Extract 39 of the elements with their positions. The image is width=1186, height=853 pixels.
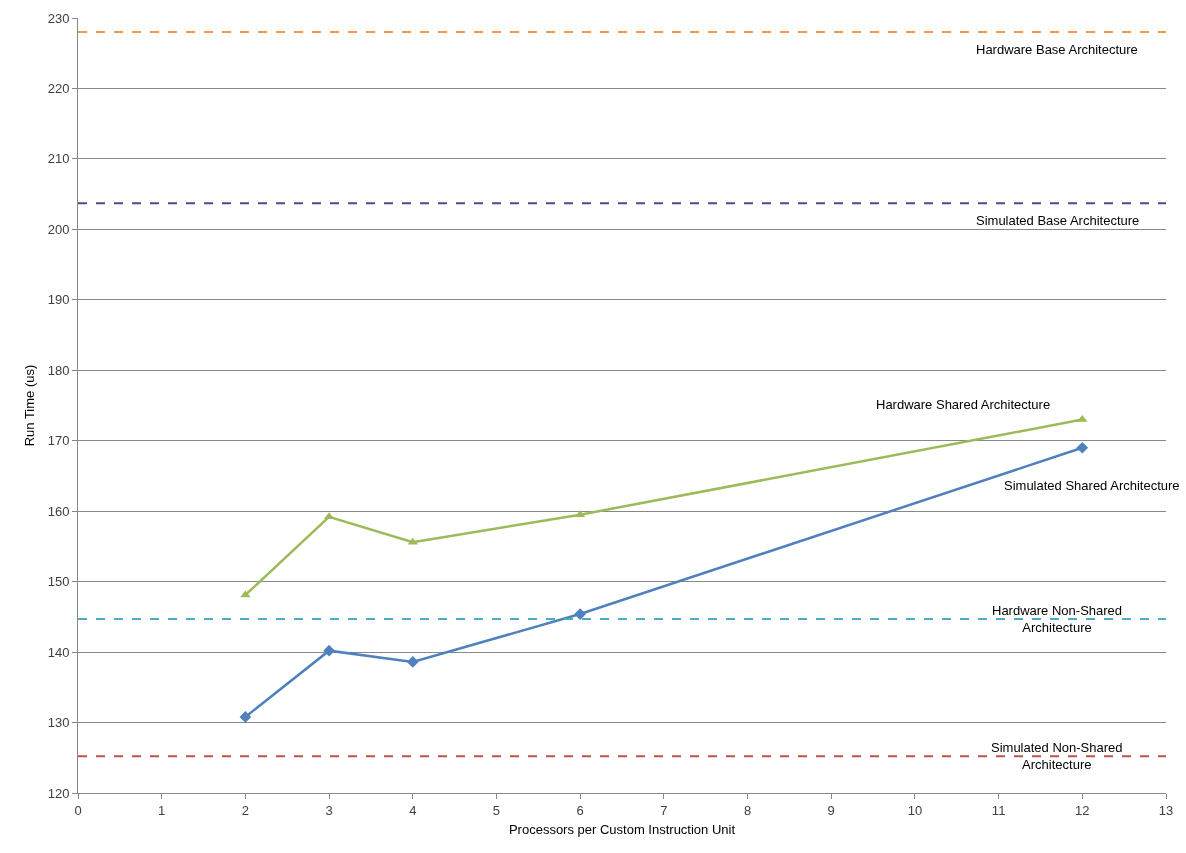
point <box>323 644 335 657</box>
x-tick-label: 11 <box>991 802 1006 818</box>
point <box>406 656 419 668</box>
y-tick-label: 120 <box>47 785 70 801</box>
x-axis-title: Processors per Custom Instruction Unit <box>508 822 736 838</box>
y-tick-label: 230 <box>47 10 70 26</box>
x-tick-label: 2 <box>241 802 249 818</box>
y-tick-label: 190 <box>47 292 70 308</box>
x-tick-label: 9 <box>827 802 835 818</box>
series-label: Hardware Shared Architecture <box>876 397 1051 412</box>
x-tick-label: 4 <box>409 802 417 818</box>
y-tick-label: 140 <box>47 644 70 660</box>
point <box>239 711 252 723</box>
point <box>574 608 586 620</box>
x-tick-label: 6 <box>576 802 584 818</box>
y-tick-label: 160 <box>47 503 70 519</box>
y-axis-title: Run Time (us) <box>21 364 37 447</box>
ref-line-label: Hardware Base Architecture <box>976 42 1138 57</box>
ref-line-label: Simulated Non-Shared Architecture <box>991 740 1123 772</box>
y-tick-label: 170 <box>47 433 70 449</box>
y-tick-label: 150 <box>47 574 70 590</box>
ref-line-label: Hardware Non-Shared Architecture <box>992 603 1123 635</box>
ref-line-label: Simulated Base Architecture <box>976 213 1140 228</box>
y-tick-label: 130 <box>47 715 70 731</box>
x-tick-label: 0 <box>74 802 82 818</box>
y-tick-label: 200 <box>47 221 70 237</box>
x-tick-label: 10 <box>907 802 923 818</box>
y-tick-label: 220 <box>47 81 70 96</box>
series-label: Simulated Shared Architecture <box>1004 478 1180 493</box>
x-tick-label: 1 <box>158 802 166 818</box>
x-tick-label: 13 <box>1158 802 1174 818</box>
x-tick-label: 8 <box>743 802 752 818</box>
y-tick-label: 210 <box>47 151 70 167</box>
point <box>1076 441 1089 454</box>
x-tick-label: 5 <box>492 802 501 818</box>
x-tick-label: 3 <box>325 802 333 818</box>
y-tick-label: 180 <box>47 362 70 378</box>
x-tick-label: 12 <box>1075 802 1090 818</box>
x-tick-label: 7 <box>660 802 668 818</box>
